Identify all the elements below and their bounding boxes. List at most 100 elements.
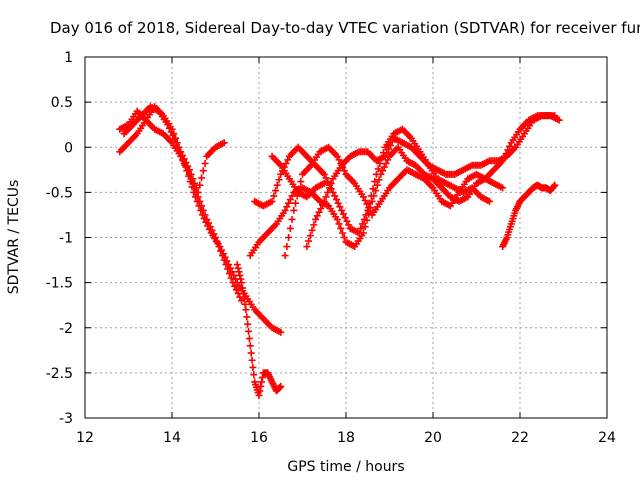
data-point [386,141,394,149]
data-point [239,289,247,297]
y-tick-label: 0 [64,140,73,156]
data-point [306,232,314,240]
data-point [359,229,367,237]
data-point [313,212,321,220]
y-tick-label: -2 [59,321,73,337]
data-point [363,216,371,224]
data-point [308,226,316,234]
data-point [244,320,252,328]
data-point [232,286,240,294]
data-point [243,313,251,321]
data-point [379,167,387,175]
data-point [227,274,235,282]
data-point [332,196,340,204]
data-point [250,371,258,379]
data-point [382,159,390,167]
data-point [555,116,563,124]
data-point [385,145,393,153]
data-point [270,192,278,200]
data-point [196,197,204,205]
data-point [310,221,318,229]
data-point [249,363,257,371]
data-point [178,151,186,159]
data-point [339,210,347,218]
data-point [277,382,285,390]
series-track-1 [120,103,285,336]
data-point [374,165,382,173]
data-point [357,224,365,232]
data-point [235,268,243,276]
x-tick-label: 18 [337,430,355,446]
data-point [340,234,348,241]
data-point [380,163,388,171]
data-point [210,230,218,238]
data-point [283,243,291,251]
data-point [281,206,289,214]
data-point [502,150,510,158]
y-tick-label: -2.5 [46,366,73,382]
data-point [486,197,494,205]
data-point [168,125,176,133]
x-tick-label: 16 [250,430,268,446]
data-point [170,130,178,138]
data-point [333,152,341,160]
data-point [247,349,255,357]
data-point [327,179,335,187]
data-point [220,256,228,264]
data-point [201,159,209,167]
data-point [258,373,266,381]
data-point [335,156,343,164]
data-point [275,176,283,184]
data-point [383,149,391,157]
data-point [237,275,245,283]
data-point [276,383,284,391]
data-point [368,197,376,205]
data-point [180,155,188,163]
data-point [272,187,280,195]
series-track-10 [499,181,559,251]
data-point [373,181,381,189]
data-point [333,215,341,223]
data-point [171,134,179,142]
data-point [238,279,246,287]
data-point [224,265,232,273]
data-point [286,196,294,204]
data-point [499,157,507,165]
data-point [171,135,179,143]
data-point [199,206,207,214]
data-point [303,243,311,251]
y-tick-label: -3 [59,411,73,427]
data-point [236,271,244,279]
data-point [371,178,379,186]
data-point [282,159,290,167]
data-point [504,146,512,154]
data-point [257,382,265,390]
data-point [277,170,285,178]
y-tick-label: 0.5 [51,95,73,111]
data-point [337,224,345,232]
data-point [372,187,380,195]
data-point [551,112,559,120]
data-point [277,328,285,336]
data-point [345,221,353,229]
x-tick-label: 14 [163,430,181,446]
data-point [312,215,320,223]
data-point [322,193,330,201]
series-track-6 [246,112,559,260]
data-point [198,174,206,182]
data-point [273,181,281,189]
data-point [297,178,305,186]
data-point [384,156,392,164]
data-point [283,203,291,211]
data-point [343,217,351,225]
data-point [215,243,223,251]
series-track-7 [281,143,507,260]
data-point [325,184,333,192]
data-point [339,229,347,237]
data-point [189,175,197,183]
data-point [359,193,367,201]
data-point [185,166,193,174]
data-point [220,139,228,147]
data-point [317,205,325,213]
